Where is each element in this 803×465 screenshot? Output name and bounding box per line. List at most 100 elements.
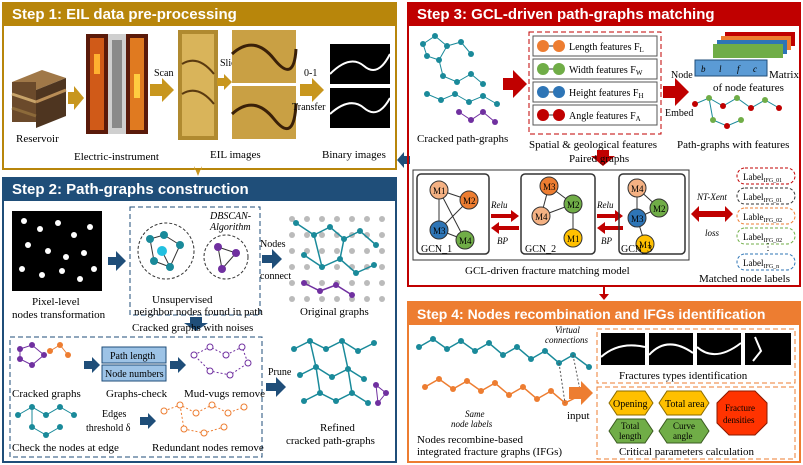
dbscan-label-2: Algorithm bbox=[209, 222, 251, 233]
svg-text:LabelIFG_02: LabelIFG_02 bbox=[743, 232, 782, 244]
prune-label: Prune bbox=[268, 367, 292, 378]
node-embed-label-1: Node bbox=[671, 70, 693, 81]
path-length-box bbox=[101, 346, 167, 364]
red-arrow-icon bbox=[503, 70, 527, 98]
reservoir-image bbox=[11, 70, 67, 128]
opening-label: Opening bbox=[613, 399, 647, 410]
step3-title: Step 3: GCL-driven path-graphs matching bbox=[409, 4, 799, 26]
total-area-hexagon bbox=[658, 390, 710, 416]
svg-text:BP: BP bbox=[601, 236, 612, 246]
refined-label-1: Refined bbox=[320, 422, 355, 434]
grid-dot bbox=[319, 280, 325, 286]
svg-text:f: f bbox=[737, 64, 741, 74]
path-graphs-with-features bbox=[692, 95, 782, 129]
refine-box bbox=[9, 336, 263, 458]
arrow-icon bbox=[84, 357, 100, 373]
svg-text:⋮: ⋮ bbox=[763, 242, 773, 253]
fracture-types-label: Fractures types identification bbox=[619, 370, 748, 382]
pixel-level-label-2: nodes transformation bbox=[12, 309, 106, 321]
grid-dot bbox=[379, 280, 385, 286]
svg-text:M4: M4 bbox=[459, 236, 472, 246]
grid-dot bbox=[289, 216, 295, 222]
curve-angle-label-1: Curve bbox=[673, 421, 695, 431]
grid-dot bbox=[379, 216, 385, 222]
ntxent-label-1: NT-Xent bbox=[696, 192, 727, 202]
svg-text:Relu: Relu bbox=[490, 200, 508, 210]
opening-hexagon bbox=[608, 390, 654, 416]
electric-instrument-image bbox=[86, 34, 148, 134]
nodes-connect-label-2: connect bbox=[260, 271, 291, 282]
reservoir-label: Reservoir bbox=[16, 133, 59, 145]
svg-text:M3: M3 bbox=[433, 226, 446, 236]
unsupervised-label-2: neighbor nodes found in path bbox=[134, 306, 263, 318]
svg-text:M3: M3 bbox=[543, 182, 556, 192]
grid-dot bbox=[334, 216, 340, 222]
svg-text:M2: M2 bbox=[653, 204, 666, 214]
path-graphs-features-label: Path-graphs with features bbox=[677, 139, 789, 151]
svg-text:M1: M1 bbox=[639, 240, 652, 250]
step4-panel: Step 4: Nodes recombination and IFGs ide… bbox=[407, 301, 801, 463]
grid-dot bbox=[289, 248, 295, 254]
path-length-label: Path length bbox=[110, 351, 155, 362]
grid-dot bbox=[319, 296, 325, 302]
ntxent-label-2: loss bbox=[705, 228, 720, 238]
fracture-type-images bbox=[600, 333, 791, 365]
critical-box bbox=[596, 386, 796, 460]
slice-label: Slice bbox=[220, 58, 241, 69]
check-nodes-label: Check the nodes at edge bbox=[12, 442, 119, 454]
scan-label: Scan bbox=[154, 68, 173, 79]
node-embed-label-2: Embed bbox=[665, 108, 693, 119]
svg-text:M3: M3 bbox=[631, 214, 644, 224]
step4-graphics: Virtual connections Same node labels Nod… bbox=[416, 325, 796, 460]
total-length-label-2: length bbox=[619, 431, 642, 441]
grid-dot bbox=[379, 296, 385, 302]
step4-title: Step 4: Nodes recombination and IFGs ide… bbox=[409, 303, 799, 325]
grid-dot bbox=[304, 216, 310, 222]
arrow-icon bbox=[140, 413, 156, 429]
svg-text:LabelIFG_01: LabelIFG_01 bbox=[743, 172, 782, 184]
svg-text:M2: M2 bbox=[463, 196, 476, 206]
arrow-icon bbox=[300, 78, 324, 102]
curve-angle-hexagon bbox=[658, 418, 710, 444]
step2-panel: Step 2: Path-graphs construction Pixel-l… bbox=[2, 177, 397, 463]
gcn3: M4 M2 M3 M1 GCN_3 bbox=[618, 173, 686, 255]
pixel-dots bbox=[19, 218, 97, 282]
node-numbers-label: Node numbers bbox=[105, 369, 164, 380]
grid-dot bbox=[364, 280, 370, 286]
svg-text:c: c bbox=[753, 64, 757, 74]
width-features-label: Width features FW bbox=[569, 65, 643, 77]
svg-text:M1: M1 bbox=[567, 234, 580, 244]
nodes-recombine-label-2: integrated fracture graphs (IFGs) bbox=[417, 446, 562, 458]
critical-label: Critical parameters calculation bbox=[619, 446, 754, 458]
input-label: input bbox=[567, 410, 590, 422]
refined-label-2: cracked path-graphs bbox=[286, 435, 375, 447]
gcn1-label: GCN_1 bbox=[421, 244, 452, 255]
spatial-label: Spatial & geological features bbox=[529, 139, 657, 151]
step2-title: Step 2: Path-graphs construction bbox=[4, 179, 395, 201]
grid-dot bbox=[334, 248, 340, 254]
grid-dot bbox=[289, 296, 295, 302]
step1-panel: Step 1: EIL data pre-processing Scan bbox=[2, 2, 397, 170]
angle-features-label: Angle features FA bbox=[569, 111, 641, 123]
mud-vugs-label: Mud-vugs remove bbox=[184, 388, 265, 400]
arrow-icon bbox=[108, 251, 126, 271]
grid-dot bbox=[334, 296, 340, 302]
eil-images: Slice bbox=[178, 30, 298, 140]
edges-label: Edges bbox=[102, 409, 127, 420]
svg-text:LabelIFG_01: LabelIFG_01 bbox=[743, 192, 782, 204]
grid-dot bbox=[349, 248, 355, 254]
binary-images-label: Binary images bbox=[322, 149, 386, 161]
arrow-icon bbox=[266, 377, 286, 397]
gcl-model-label: GCL-driven fracture matching model bbox=[465, 265, 630, 277]
eil-images-label: EIL images bbox=[210, 149, 261, 161]
virtual-label-2: connections bbox=[545, 335, 588, 345]
svg-text:LableIFG_02: LableIFG_02 bbox=[743, 212, 782, 224]
grid-dot bbox=[319, 216, 325, 222]
fracture-densities-octagon bbox=[716, 390, 768, 436]
same-label-1: Same bbox=[465, 409, 485, 419]
double-arrow-icon bbox=[691, 206, 733, 222]
gcn-model-box bbox=[412, 169, 690, 261]
step1-graphics: Scan Slice 0-1 Transfer Reservoir Electr… bbox=[11, 30, 391, 163]
grid-dot bbox=[364, 216, 370, 222]
grid-dot bbox=[319, 232, 325, 238]
